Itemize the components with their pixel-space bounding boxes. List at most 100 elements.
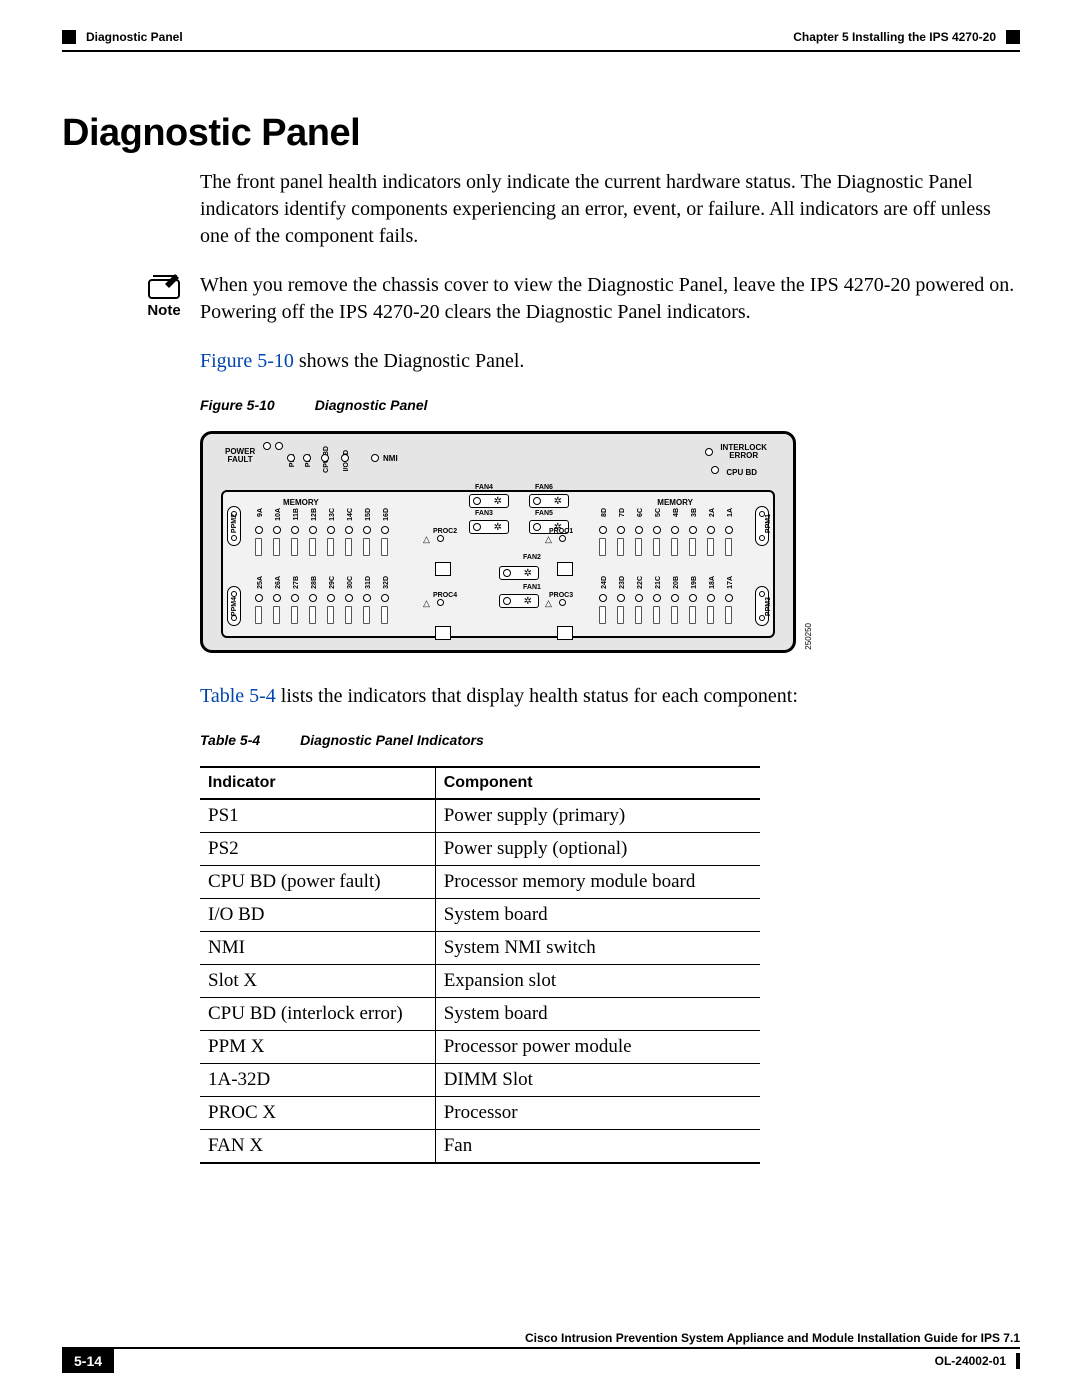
dimm-label: 5C (655, 508, 662, 517)
dimm-slot (599, 538, 606, 556)
header-marker-left (62, 30, 76, 44)
footer-end-bar (1016, 1353, 1020, 1369)
figure-caption-num: Figure 5-10 (200, 397, 275, 413)
dimm-led (273, 594, 281, 602)
dimm-slot (635, 538, 642, 556)
dimm-label: 6C (637, 508, 644, 517)
dimm-slot (599, 606, 606, 624)
dimm-led (291, 594, 299, 602)
dimm-label: 32D (383, 576, 390, 589)
dimm-slot (617, 606, 624, 624)
dimm-slot (273, 538, 280, 556)
dimm-label: 3B (691, 508, 698, 517)
dimm-label: 31D (365, 576, 372, 589)
led-top-2 (275, 442, 283, 450)
dimm-slot (707, 606, 714, 624)
header-section-label: Diagnostic Panel (86, 30, 183, 44)
table-ref-link[interactable]: Table 5-4 (200, 685, 276, 707)
proc4: △ (423, 598, 463, 642)
table-cell: Slot X (200, 965, 435, 998)
dimm-slot (363, 606, 370, 624)
indicators-table: Indicator Component PS1Power supply (pri… (200, 766, 760, 1164)
table-cell: System NMI switch (435, 932, 760, 965)
led-cpubd (321, 454, 329, 462)
dimm-led (635, 594, 643, 602)
table-cell: Expansion slot (435, 965, 760, 998)
header-marker-right (1006, 30, 1020, 44)
figure-ref-link[interactable]: Figure 5-10 (200, 350, 294, 372)
table-cell: PROC X (200, 1097, 435, 1130)
table-cell: Power supply (optional) (435, 833, 760, 866)
intro-paragraph: The front panel health indicators only i… (200, 169, 1020, 250)
dimm-slot (671, 538, 678, 556)
dimm-label: 16D (383, 508, 390, 521)
table-row: Slot XExpansion slot (200, 965, 760, 998)
dimm-label: 21C (655, 576, 662, 589)
table-caption: Table 5-4 Diagnostic Panel Indicators (200, 732, 1020, 748)
ppm3-label: PPM3 (765, 597, 772, 616)
figure-ref-line: Figure 5-10 shows the Diagnostic Panel. (200, 348, 1020, 375)
pencil-icon (147, 272, 181, 300)
dimm-led (363, 594, 371, 602)
dimm-led (725, 526, 733, 534)
dimm-slot (617, 538, 624, 556)
led-nmi (371, 454, 379, 462)
dimm-led (255, 526, 263, 534)
figure-caption-title: Diagnostic Panel (315, 397, 428, 413)
table-row: 1A-32DDIMM Slot (200, 1064, 760, 1097)
table-cell: DIMM Slot (435, 1064, 760, 1097)
led-ps1 (287, 454, 295, 462)
dimm-slot (291, 606, 298, 624)
label-power-fault: POWER FAULT (225, 448, 255, 464)
note-icon: Note (142, 272, 186, 319)
ppm4-label: PPM4 (231, 597, 238, 616)
table-cell: 1A-32D (200, 1064, 435, 1097)
dimm-label: 13C (329, 508, 336, 521)
dimm-label: 24D (601, 576, 608, 589)
fan1-lbl: FAN1 (523, 584, 541, 591)
dimm-slot (689, 606, 696, 624)
dimm-label: 29C (329, 576, 336, 589)
dimm-label: 15D (365, 508, 372, 521)
dimm-slot (707, 538, 714, 556)
figure-id: 250250 (804, 623, 813, 650)
dimm-label: 22C (637, 576, 644, 589)
diagnostic-panel-figure: 250250 POWER FAULT PS1 PS2 CPU BD I/O BD… (200, 431, 796, 653)
th-component: Component (435, 767, 760, 799)
header-rule (62, 50, 1020, 52)
dimm-label: 26A (275, 576, 282, 589)
dimm-slot (635, 606, 642, 624)
doc-id: OL-24002-01 (935, 1354, 1006, 1368)
table-cell: Processor memory module board (435, 866, 760, 899)
header-chapter-label: Chapter 5 Installing the IPS 4270-20 (793, 30, 996, 44)
dimm-slot (653, 538, 660, 556)
page-title: Diagnostic Panel (62, 112, 1020, 155)
dimm-slot (345, 606, 352, 624)
table-cell: PPM X (200, 1031, 435, 1064)
table-row: NMISystem NMI switch (200, 932, 760, 965)
dimm-slot (671, 606, 678, 624)
table-cell: FAN X (200, 1130, 435, 1164)
dimm-led (707, 526, 715, 534)
table-cell: PS1 (200, 799, 435, 833)
dimm-led (381, 594, 389, 602)
fan4: ✲ (469, 494, 509, 508)
table-cell: PS2 (200, 833, 435, 866)
figure-caption: Figure 5-10 Diagnostic Panel (200, 397, 1020, 413)
table-caption-title: Diagnostic Panel Indicators (300, 732, 484, 748)
proc1: △ (545, 534, 585, 578)
table-caption-num: Table 5-4 (200, 732, 260, 748)
dimm-led (363, 526, 371, 534)
dimm-led (255, 594, 263, 602)
fan6: ✲ (529, 494, 569, 508)
dimm-led (381, 526, 389, 534)
page-number: 5-14 (62, 1349, 114, 1373)
table-row: FAN XFan (200, 1130, 760, 1164)
table-row: I/O BDSystem board (200, 899, 760, 932)
fan3-lbl: FAN3 (475, 510, 493, 517)
dimm-slot (327, 606, 334, 624)
dimm-led (309, 526, 317, 534)
dimm-label: 14C (347, 508, 354, 521)
dimm-led (599, 594, 607, 602)
dimm-label: 1A (727, 508, 734, 517)
